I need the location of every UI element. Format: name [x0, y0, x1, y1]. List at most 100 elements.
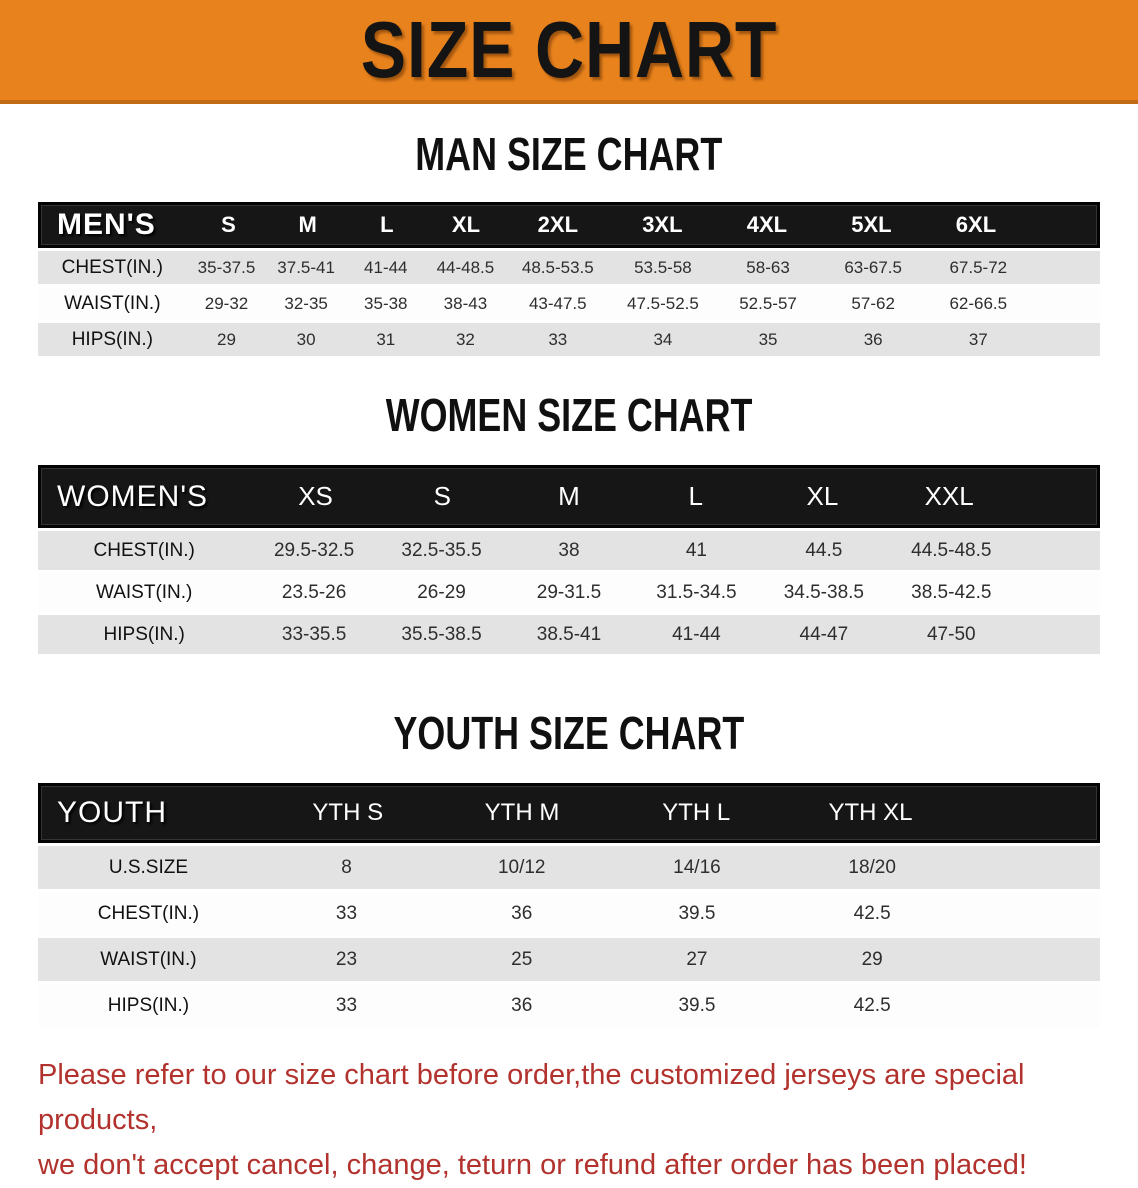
column-header: L [380, 212, 394, 237]
column-header: S [433, 481, 451, 511]
size-value-cell: 29-31.5 [536, 581, 602, 603]
size-value-cell: 30 [296, 329, 316, 349]
size-value-cell: 31.5-34.5 [656, 581, 737, 603]
youth-size-section: YOUTH SIZE CHART YOUTH YTH S YTH M YTH L YTH… [0, 710, 1138, 1027]
size-value-cell: 63-67.5 [844, 257, 902, 277]
size-value-cell: 29 [861, 948, 883, 970]
row-label: HIPS(IN.) [71, 328, 153, 350]
size-value-cell: 38-43 [443, 293, 488, 313]
size-value-cell: 29 [217, 329, 236, 349]
table-row: CHEST(IN.) 29.5-32.5 32.5-35.5 38 41 44.5 44.5… [38, 531, 1100, 570]
size-value-cell: 33-35.5 [281, 623, 347, 645]
size-value-cell: 38.5-42.5 [911, 581, 992, 603]
size-value-cell: 26-29 [417, 581, 466, 603]
size-value-cell: 47-50 [926, 623, 976, 645]
size-value-cell: 41 [685, 539, 707, 561]
women-size-section: WOMEN SIZE CHART WOMEN'S XS S M L XL XXL CHEST(… [0, 392, 1138, 654]
row-label: CHEST(IN.) [61, 256, 163, 278]
table-row: WAIST(IN.) 29-32 32-35 35-38 38-43 43-47.5 47.… [38, 287, 1100, 320]
size-value-cell: 47.5-52.5 [627, 293, 699, 313]
men-section-title: MAN SIZE CHART [0, 131, 1138, 177]
size-value-cell: 18/20 [848, 856, 896, 878]
size-value-cell: 67.5-72 [949, 257, 1008, 277]
size-value-cell: 44.5 [805, 539, 843, 561]
column-header: 4XL [746, 212, 788, 237]
row-label: WAIST(IN.) [95, 581, 193, 603]
size-value-cell: 38 [558, 539, 580, 561]
column-header: 5XL [851, 212, 892, 237]
size-value-cell: 35.5-38.5 [401, 623, 482, 645]
youth-section-title-text: YOUTH SIZE CHART [393, 707, 745, 759]
table-row: U.S.SIZE 8 10/12 14/16 18/20 [38, 846, 1100, 889]
size-value-cell: 29-32 [204, 293, 249, 313]
order-policy-line-2: we don't accept cancel, change, teturn o… [38, 1148, 1027, 1181]
order-policy-note: Please refer to our size chart before or… [38, 1053, 1138, 1188]
size-value-cell: 37 [968, 329, 988, 349]
men-size-table: MEN'S S M L XL 2XL 3XL 4XL 5XL 6XL CHEST(IN.) 35-37… [38, 202, 1100, 356]
size-value-cell: 44-48.5 [436, 257, 495, 277]
size-value-cell: 48.5-53.5 [521, 257, 594, 277]
table-row: CHEST(IN.) 33 36 39.5 42.5 [38, 892, 1100, 935]
size-value-cell: 32 [455, 329, 475, 349]
size-value-cell: 33 [548, 329, 568, 349]
column-header: XXL [924, 481, 974, 511]
column-header: M [298, 212, 317, 237]
size-value-cell: 23 [335, 948, 358, 970]
size-value-cell: 35-38 [364, 293, 408, 313]
size-value-cell: 14/16 [673, 856, 721, 878]
table-row: WAIST(IN.) 23 25 27 29 [38, 938, 1100, 981]
size-value-cell: 37.5-41 [277, 257, 335, 277]
size-chart-banner: SIZE CHART [0, 0, 1138, 104]
size-value-cell: 36 [511, 994, 533, 1016]
size-value-cell: 31 [376, 329, 396, 349]
size-value-cell: 33 [335, 994, 358, 1016]
row-label: CHEST(IN.) [93, 539, 195, 561]
size-value-cell: 41-44 [364, 257, 408, 277]
column-header: YTH XL [828, 799, 913, 826]
table-corner-label: MEN'S [57, 208, 156, 241]
table-header-row: MEN'S S M L XL 2XL 3XL 4XL 5XL 6XL [38, 202, 1100, 248]
size-value-cell: 23.5-26 [281, 581, 347, 603]
men-section-title-text: MAN SIZE CHART [415, 128, 723, 180]
size-value-cell: 58-63 [746, 257, 790, 277]
size-value-cell: 34.5-38.5 [783, 581, 864, 603]
youth-size-table: YOUTH YTH S YTH M YTH L YTH XL U.S.SIZE 8 10/12… [38, 783, 1100, 1027]
table-corner-label: YOUTH [57, 796, 167, 829]
table-header-row: WOMEN'S XS S M L XL XXL [38, 465, 1100, 528]
size-value-cell: 44-47 [799, 623, 849, 645]
size-value-cell: 29.5-32.5 [273, 539, 355, 561]
order-policy-line-1: Please refer to our size chart before or… [38, 1059, 1025, 1136]
size-value-cell: 44.5-48.5 [911, 539, 992, 561]
column-header: 2XL [537, 212, 579, 237]
column-header: XL [806, 481, 839, 511]
youth-section-title: YOUTH SIZE CHART [0, 710, 1138, 756]
column-header: M [558, 481, 580, 511]
size-value-cell: 33 [335, 902, 358, 924]
size-value-cell: 27 [686, 948, 708, 970]
size-value-cell: 38.5-41 [536, 623, 602, 645]
column-header: 3XL [642, 212, 683, 237]
men-size-section: MAN SIZE CHART MEN'S S M L XL 2XL 3XL 4XL 5XL 6XL… [0, 131, 1138, 356]
row-label: HIPS(IN.) [107, 994, 190, 1016]
size-value-cell: 43-47.5 [528, 293, 587, 313]
women-section-title: WOMEN SIZE CHART [0, 392, 1138, 438]
table-row: HIPS(IN.) 33 36 39.5 42.5 [38, 984, 1100, 1027]
row-label: CHEST(IN.) [97, 902, 200, 924]
size-value-cell: 25 [511, 948, 533, 970]
size-value-cell: 32.5-35.5 [401, 539, 482, 561]
size-value-cell: 34 [653, 329, 673, 349]
table-row: WAIST(IN.) 23.5-26 26-29 29-31.5 31.5-34.5 34… [38, 573, 1100, 612]
column-header: YTH L [662, 799, 731, 826]
column-header: L [688, 481, 703, 511]
size-value-cell: 39.5 [678, 994, 716, 1016]
size-value-cell: 35 [758, 329, 778, 349]
size-value-cell: 10/12 [497, 856, 546, 878]
size-value-cell: 42.5 [853, 902, 891, 924]
size-value-cell: 36 [511, 902, 533, 924]
table-row: HIPS(IN.) 29 30 31 32 33 34 35 36 37 [38, 323, 1100, 356]
size-value-cell: 36 [863, 329, 883, 349]
size-value-cell: 35-37.5 [197, 257, 256, 277]
table-row: CHEST(IN.) 35-37.5 37.5-41 41-44 44-48.5 48.5… [38, 251, 1100, 284]
size-value-cell: 52.5-57 [739, 293, 797, 313]
column-header: YTH M [484, 799, 560, 826]
